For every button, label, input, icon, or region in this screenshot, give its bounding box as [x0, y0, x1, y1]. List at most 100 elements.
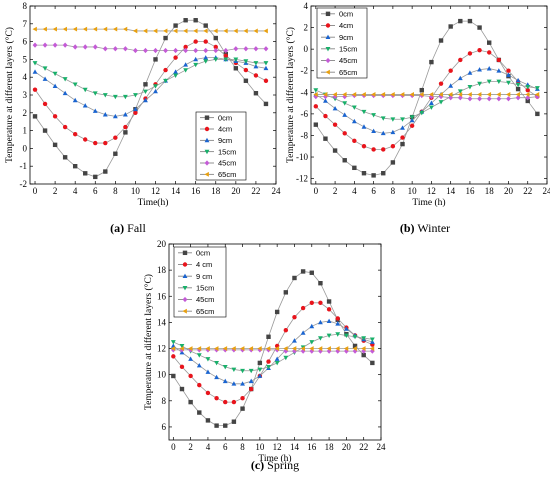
- y-tick-label: 4: [304, 1, 309, 11]
- data-point: [102, 112, 108, 117]
- data-point: [253, 73, 259, 78]
- y-tick-label: -12: [296, 174, 308, 184]
- data-point: [122, 26, 128, 32]
- data-point: [309, 340, 315, 345]
- series-65cm: [32, 26, 268, 34]
- series-4cm: [313, 48, 540, 152]
- data-point: [448, 68, 453, 73]
- data-point: [477, 92, 482, 97]
- x-tick-label: 20: [231, 186, 241, 196]
- data-point: [253, 91, 259, 96]
- data-point: [188, 399, 193, 405]
- data-point: [248, 368, 254, 374]
- x-tick-label: 4: [73, 186, 78, 196]
- data-point: [525, 98, 530, 104]
- series-45cm: [32, 42, 269, 54]
- chart-fall: 0 2 4 6 8 10 12 14 16 18 20 22 24-2-1012345678Time(h…: [4, 1, 281, 208]
- data-point: [292, 314, 297, 320]
- data-point: [467, 96, 473, 102]
- series-line: [35, 28, 266, 32]
- data-point: [231, 399, 237, 405]
- data-point: [179, 346, 184, 351]
- data-point: [123, 124, 128, 130]
- y-axis-title: Temperature at different layers (°C): [4, 27, 15, 163]
- data-point: [231, 346, 236, 351]
- x-tick-label: 8: [240, 442, 245, 452]
- series-9cm: [170, 318, 375, 386]
- data-point: [429, 59, 434, 65]
- data-point: [352, 138, 357, 144]
- data-point: [163, 67, 168, 73]
- data-point: [233, 28, 238, 34]
- data-point: [506, 96, 511, 102]
- data-point: [352, 348, 358, 354]
- data-point: [213, 44, 218, 50]
- data-point: [265, 346, 271, 351]
- data-point: [205, 390, 211, 396]
- data-point: [300, 305, 306, 311]
- data-point: [309, 346, 314, 351]
- data-point: [370, 360, 375, 366]
- data-point: [231, 367, 237, 372]
- data-point: [83, 171, 88, 176]
- data-point: [248, 378, 254, 384]
- y-tick-label: 3: [23, 90, 28, 100]
- data-point: [82, 87, 88, 93]
- data-point: [173, 73, 179, 78]
- data-point: [153, 88, 158, 94]
- data-point: [309, 300, 314, 305]
- y-tick-label: 16: [157, 291, 167, 301]
- x-tick-label: 0: [171, 442, 176, 452]
- data-point: [205, 369, 211, 374]
- x-axis-title: Time(h): [138, 197, 169, 208]
- x-tick-label: 22: [523, 186, 532, 196]
- data-point: [361, 352, 366, 358]
- legend-marker: [325, 11, 331, 17]
- data-point: [93, 174, 98, 180]
- data-point: [133, 106, 138, 112]
- data-point: [380, 92, 386, 97]
- data-point: [400, 117, 405, 122]
- data-point: [179, 344, 185, 349]
- data-point: [170, 340, 176, 345]
- data-point: [193, 56, 199, 62]
- data-point: [409, 92, 415, 97]
- data-point: [231, 419, 237, 424]
- data-point: [133, 110, 138, 116]
- data-point: [112, 26, 118, 32]
- data-point: [317, 346, 323, 351]
- data-point: [380, 116, 386, 121]
- y-tick-label: 18: [157, 265, 167, 275]
- data-point: [52, 83, 58, 88]
- data-point: [318, 336, 323, 341]
- data-point: [326, 318, 332, 323]
- data-point: [390, 117, 396, 122]
- data-point: [214, 374, 220, 380]
- data-point: [300, 330, 306, 335]
- data-point: [496, 68, 502, 73]
- data-point: [203, 59, 209, 64]
- y-tick-label: 4: [23, 72, 28, 82]
- data-point: [332, 92, 337, 97]
- data-point: [371, 173, 376, 178]
- data-point: [438, 81, 444, 86]
- data-point: [352, 346, 357, 351]
- data-point: [132, 28, 138, 34]
- data-point: [222, 378, 228, 384]
- data-point: [438, 38, 444, 43]
- data-point: [506, 80, 511, 86]
- data-point: [82, 44, 88, 50]
- data-point: [381, 147, 386, 152]
- data-point: [477, 25, 482, 30]
- data-point: [428, 100, 434, 105]
- x-tick-label: 12: [427, 186, 436, 196]
- data-point: [173, 55, 178, 60]
- data-point: [203, 23, 208, 28]
- x-tick-label: 0: [314, 186, 319, 196]
- data-point: [112, 113, 118, 119]
- data-point: [371, 92, 376, 97]
- data-point: [240, 368, 245, 374]
- data-point: [332, 122, 338, 127]
- data-point: [163, 78, 168, 84]
